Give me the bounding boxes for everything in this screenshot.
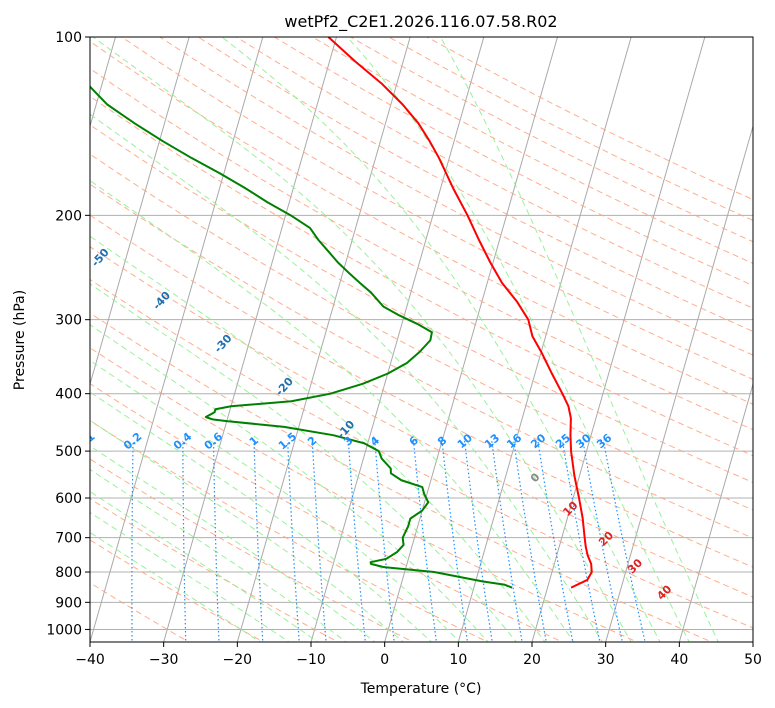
moist-adiabat-line: [92, 37, 632, 642]
moist-adiabat-line: [90, 445, 376, 642]
moist-adiabat-line: [221, 37, 661, 642]
x-tick-label: 40: [670, 652, 688, 668]
isotherm-line: [384, 37, 559, 642]
dry-adiabat-line: [90, 312, 713, 642]
moist-adiabat-line: [90, 391, 433, 642]
y-tick-label: 700: [55, 531, 82, 547]
isotherm-line: [90, 37, 190, 386]
mixing-ratio-line: [582, 440, 623, 642]
x-tick-label: 0: [380, 652, 389, 668]
y-tick-label: 1000: [46, 622, 82, 638]
mixing-ratio-line: [253, 440, 264, 642]
x-axis-title: Temperature (°C): [360, 681, 482, 697]
mixing-ratio-line: [412, 440, 438, 642]
moist-adiabat-line: [90, 511, 290, 642]
plot-frame: [89, 36, 754, 643]
x-tick-label: 20: [523, 652, 541, 668]
mixing-ratio-line: [463, 440, 493, 642]
dry-adiabat-line: [90, 153, 753, 511]
moist-adiabat-line: [90, 531, 262, 642]
y-tick-label: 600: [55, 491, 82, 507]
y-tick-label: 800: [55, 565, 82, 581]
dry-adiabat-line: [274, 37, 753, 287]
moist-adiabat-line: [90, 235, 546, 642]
mixing-ratio-line: [441, 440, 469, 642]
sounding-profiles: [90, 37, 593, 589]
mixing-ratio-line: [537, 440, 574, 642]
moist-adiabat-line: [90, 113, 603, 642]
y-tick-label: 500: [55, 444, 82, 460]
chart-title: wetPf2_C2E1.2026.116.07.58.R02: [284, 12, 557, 32]
dry-adiabat-line: [90, 458, 415, 642]
moist-adiabat-line: [90, 490, 319, 642]
mixing-ratio-line: [311, 440, 327, 642]
moist-adiabat-line: [440, 37, 719, 642]
moist-adiabat-line: [90, 419, 404, 642]
isotherm-line: [163, 37, 338, 642]
x-tick-label: −10: [296, 652, 326, 668]
y-tick-label: 100: [55, 30, 82, 46]
mixing-ratio-line: [513, 440, 547, 642]
dry-adiabat-line: [90, 383, 564, 642]
y-axis: 100 200 300 400 500 600 700 800 900 1000: [46, 30, 90, 638]
dry-adiabat-line: [159, 37, 753, 356]
y-tick-label: 300: [55, 313, 82, 329]
x-tick-label: −40: [75, 652, 105, 668]
dry-adiabat-line: [90, 420, 489, 642]
dry-adiabats: [90, 37, 753, 642]
temperature-profile-line: [327, 37, 593, 589]
moist-adiabats: [90, 37, 719, 642]
mixing-ratio-line: [182, 440, 187, 642]
moist-adiabat-line: [90, 283, 518, 642]
mixing-ratio-line: [347, 440, 366, 642]
dry-adiabat-line: [90, 582, 190, 642]
dry-adiabat-line: [197, 37, 753, 332]
mixing-ratio-line: [131, 440, 134, 642]
isotherm-line: [236, 37, 411, 642]
x-axis: −40 −30 −20 −10 0 10 20 30 40 50: [75, 642, 762, 668]
isotherm-line: [531, 37, 706, 642]
pressure-gridlines: [90, 37, 753, 630]
mixing-ratio-line: [561, 440, 601, 642]
x-tick-label: 50: [744, 652, 762, 668]
isotherm-line: [678, 382, 753, 642]
x-tick-label: 10: [449, 652, 467, 668]
mixing-ratio-line: [602, 440, 646, 642]
y-tick-label: 900: [55, 595, 82, 611]
y-tick-label: 200: [55, 208, 82, 224]
mixing-ratio-line: [287, 440, 300, 642]
dry-adiabat-line: [90, 278, 753, 629]
x-tick-label: −20: [223, 652, 253, 668]
dewpoint-profile-line: [90, 85, 513, 589]
y-axis-title: Pressure (hPa): [12, 290, 28, 390]
mixing-ratio-label: 0.1: [74, 430, 97, 452]
x-tick-label: −30: [149, 652, 179, 668]
isotherm-line: [310, 37, 485, 642]
mixing-ratio-lines: [131, 440, 646, 642]
mixing-ratio-line: [374, 440, 395, 642]
moist-adiabat-line: [90, 359, 461, 642]
moist-adiabat-line: [346, 37, 690, 642]
moist-adiabat-line: [90, 179, 575, 642]
dry-adiabat-line: [90, 67, 753, 431]
dry-adiabat-line: [90, 95, 753, 457]
mixing-ratio-line: [491, 440, 523, 642]
dry-adiabat-line: [90, 347, 639, 642]
dry-adiabat-line: [90, 246, 753, 598]
dry-adiabat-line: [90, 183, 753, 539]
x-tick-label: 30: [597, 652, 615, 668]
isotherm-line: [90, 37, 264, 642]
y-tick-label: 400: [55, 387, 82, 403]
dry-adiabat-line: [90, 539, 265, 642]
mixing-ratio-line: [212, 440, 220, 642]
moist-adiabat-line: [90, 468, 348, 642]
